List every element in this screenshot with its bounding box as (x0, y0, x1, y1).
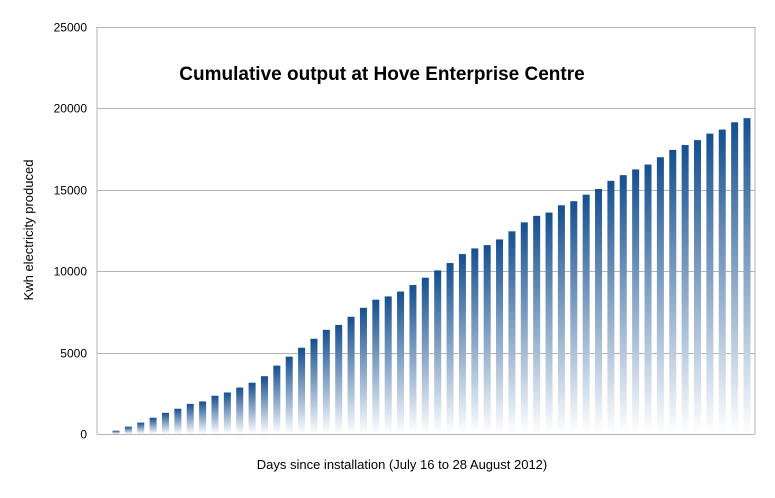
bar (298, 347, 306, 434)
bar (743, 118, 751, 435)
bar (273, 365, 281, 434)
bar (384, 296, 392, 434)
bar (347, 316, 355, 434)
bar (434, 270, 442, 434)
bar (619, 175, 627, 434)
gridlines (96, 27, 756, 435)
bar (669, 149, 677, 434)
bar (359, 307, 367, 434)
bar (322, 329, 330, 434)
x-axis-label: Days since installation (July 16 to 28 A… (257, 457, 548, 472)
bar (496, 239, 504, 434)
bar (557, 205, 565, 434)
bar (211, 395, 219, 434)
bar (533, 215, 541, 434)
bar (199, 401, 207, 434)
bar (446, 263, 454, 434)
y-tick-label: 5000 (60, 347, 87, 361)
bar (471, 248, 479, 434)
bar (582, 194, 590, 434)
y-tick-labels: 0 5000 10000 15000 20000 25000 (54, 21, 88, 442)
bar (718, 129, 726, 434)
bar (186, 403, 194, 434)
bar (632, 169, 640, 434)
bar (335, 324, 343, 434)
chart-title: Cumulative output at Hove Enterprise Cen… (179, 64, 584, 85)
bar (223, 392, 231, 434)
bar (520, 222, 528, 434)
bar (372, 299, 380, 434)
bar (409, 285, 417, 434)
bar (508, 231, 516, 434)
bars (112, 118, 751, 435)
y-tick-label: 20000 (54, 102, 88, 116)
bar (397, 291, 405, 434)
bar (236, 387, 244, 434)
bar (124, 426, 132, 434)
bar (112, 430, 120, 434)
bar (310, 338, 318, 434)
y-tick-label: 25000 (54, 21, 88, 35)
bar (681, 145, 689, 434)
bar (149, 417, 157, 434)
bar (137, 422, 145, 434)
bar (706, 133, 714, 434)
bar (656, 157, 664, 435)
bar (458, 254, 466, 434)
bar (595, 188, 603, 434)
y-tick-label: 0 (80, 428, 87, 442)
bar (607, 180, 615, 434)
bar (731, 122, 739, 435)
bar (161, 412, 169, 434)
bar (570, 201, 578, 434)
bar (285, 356, 293, 434)
bar (421, 277, 429, 434)
bar (260, 376, 268, 434)
y-tick-label: 10000 (54, 265, 88, 279)
bar (644, 164, 652, 434)
bar (545, 212, 553, 434)
bar (174, 408, 182, 434)
bar (694, 140, 702, 434)
bar (248, 382, 256, 434)
y-axis-label: Kwh electricity produced (21, 160, 36, 301)
y-tick-label: 15000 (54, 184, 88, 198)
bar (483, 245, 491, 434)
